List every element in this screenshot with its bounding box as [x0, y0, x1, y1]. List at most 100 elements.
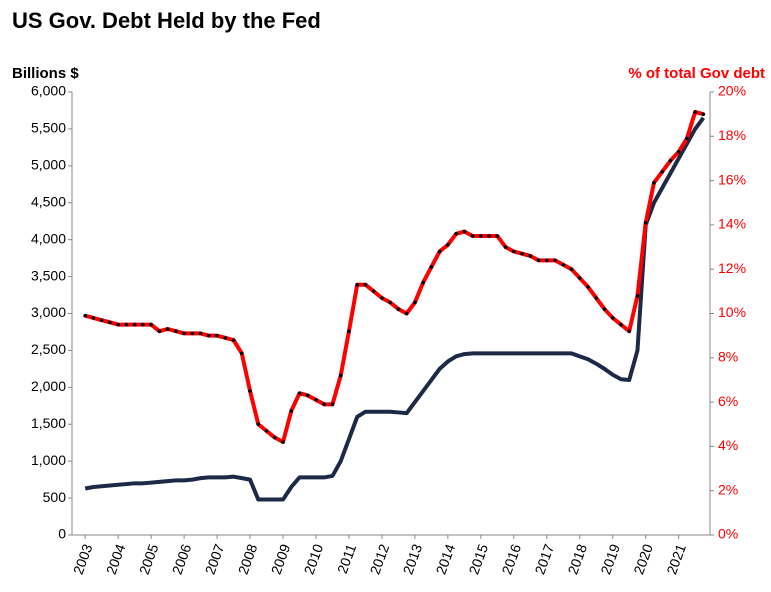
y-tick-label: 5,000 — [31, 157, 66, 173]
y-tick-label: 1,000 — [31, 452, 66, 468]
marker — [99, 318, 104, 322]
marker — [198, 331, 203, 336]
marker — [91, 316, 96, 320]
y2-tick-label: 4% — [718, 437, 738, 453]
marker — [215, 333, 219, 338]
marker — [355, 282, 360, 287]
x-tick-label: 2013 — [400, 542, 426, 577]
marker — [569, 267, 574, 272]
marker — [610, 316, 615, 320]
marker — [165, 327, 170, 331]
x-tick-label: 2007 — [202, 542, 228, 577]
marker — [462, 229, 467, 234]
marker — [619, 322, 623, 327]
marker — [627, 329, 632, 334]
x-tick-label: 2006 — [169, 542, 195, 577]
marker — [404, 311, 409, 316]
marker — [338, 373, 343, 378]
marker — [272, 435, 277, 440]
marker — [314, 398, 318, 402]
y2-tick-label: 6% — [718, 393, 738, 409]
x-tick-label: 2004 — [103, 542, 129, 577]
y2-axis-title: % of total Gov debt — [628, 65, 765, 82]
marker — [503, 245, 508, 249]
marker — [685, 136, 689, 141]
marker — [132, 322, 137, 327]
marker — [668, 158, 673, 163]
marker — [676, 150, 681, 154]
x-tick-label: 2018 — [564, 542, 590, 577]
marker — [248, 389, 252, 393]
marker — [602, 307, 607, 311]
line — [84, 116, 706, 502]
x-tick-label: 2016 — [498, 542, 524, 577]
marker — [388, 300, 392, 305]
marker — [487, 234, 491, 238]
marker — [83, 313, 87, 318]
x-tick-label: 2019 — [597, 542, 623, 577]
x-tick-label: 2011 — [334, 542, 359, 576]
x-tick-label: 2010 — [301, 542, 327, 577]
marker — [240, 351, 244, 356]
marker — [495, 234, 500, 238]
marker — [652, 181, 656, 185]
y-tick-label: 6,000 — [31, 83, 66, 99]
x-tick-label: 2005 — [136, 542, 162, 577]
y-tick-label: 3,500 — [31, 267, 66, 283]
marker — [577, 276, 582, 280]
marker — [643, 220, 648, 225]
y-tick-label: 3,000 — [31, 304, 66, 320]
marker — [437, 249, 442, 254]
marker — [322, 402, 327, 407]
y2-tick-label: 0% — [718, 526, 738, 542]
marker — [330, 402, 335, 407]
chart-title: US Gov. Debt Held by the Fed — [12, 8, 321, 33]
marker — [561, 262, 566, 267]
marker — [256, 422, 261, 427]
y2-tick-label: 18% — [718, 127, 746, 143]
y-tick-label: 2,500 — [31, 341, 66, 357]
y-tick-label: 5,500 — [31, 120, 66, 136]
marker — [701, 112, 706, 116]
y-tick-label: 2,000 — [31, 378, 66, 394]
marker — [149, 322, 153, 327]
y-tick-label: 500 — [43, 489, 67, 505]
y2-tick-label: 10% — [718, 304, 746, 320]
x-tick-label: 2003 — [70, 542, 96, 577]
marker — [223, 336, 228, 340]
marker — [520, 251, 524, 256]
line — [84, 109, 704, 444]
marker — [536, 258, 541, 263]
x-tick-label: 2017 — [531, 542, 557, 577]
y-axis-title: Billions $ — [12, 65, 79, 82]
x-tick-label: 2009 — [268, 542, 294, 577]
marker — [660, 169, 664, 174]
x-tick-label: 2021 — [663, 542, 689, 577]
marker — [289, 409, 294, 413]
marker — [635, 293, 640, 298]
marker — [174, 329, 178, 334]
y-tick-label: 0 — [58, 526, 66, 542]
marker — [207, 333, 211, 338]
marker — [124, 322, 129, 327]
marker — [231, 338, 236, 342]
marker — [190, 331, 195, 336]
marker — [264, 429, 269, 433]
marker — [544, 258, 549, 263]
x-tick-label: 2012 — [367, 542, 393, 577]
marker — [281, 440, 285, 444]
marker — [421, 280, 425, 285]
marker — [371, 289, 376, 294]
y2-tick-label: 12% — [718, 260, 746, 276]
marker — [512, 249, 516, 254]
marker — [305, 393, 310, 398]
marker — [347, 329, 351, 334]
y-tick-label: 4,500 — [31, 193, 66, 209]
marker — [470, 234, 475, 238]
marker — [586, 285, 590, 289]
y-tick-label: 1,500 — [31, 415, 66, 431]
x-tick-label: 2020 — [630, 542, 656, 577]
marker — [108, 320, 112, 325]
x-tick-label: 2008 — [235, 542, 261, 577]
